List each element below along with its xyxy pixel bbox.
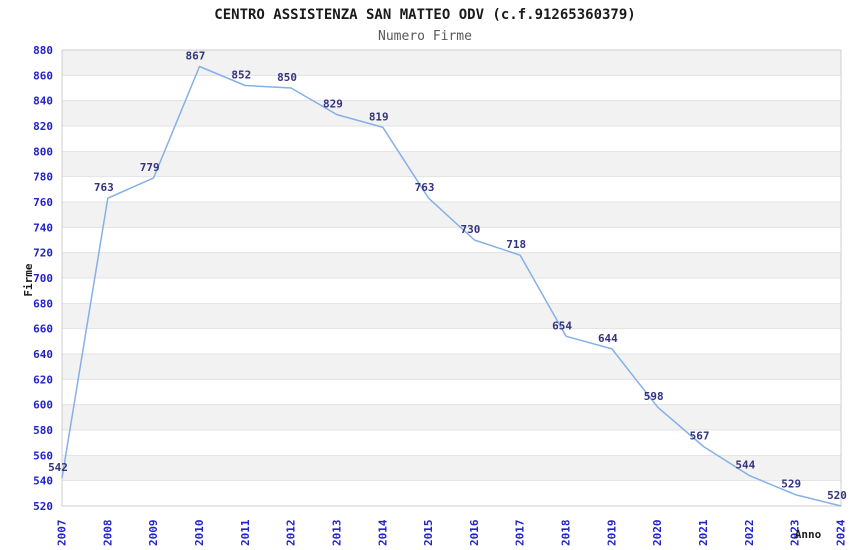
y-tick-label: 680 (33, 297, 53, 310)
x-axis-title: Anno (795, 528, 822, 541)
x-tick-label: 2011 (239, 519, 252, 546)
y-tick-label: 720 (33, 247, 53, 260)
x-tick-label: 2013 (330, 520, 343, 547)
series-line (61, 65, 842, 507)
x-tick-label: 2015 (422, 520, 435, 547)
y-tick-label: 840 (33, 95, 53, 108)
grid-band (62, 455, 841, 481)
chart-title: CENTRO ASSISTENZA SAN MATTEO ODV (c.f.91… (214, 7, 635, 23)
x-tick-label: 2010 (193, 520, 206, 547)
y-tick-label: 520 (33, 500, 53, 513)
x-tick-label: 2007 (56, 520, 69, 547)
x-tick-label: 2022 (743, 520, 756, 547)
x-tick-label: 2019 (605, 520, 618, 547)
grid-band (62, 303, 841, 329)
data-label: 654 (552, 319, 572, 332)
data-label: 544 (735, 459, 755, 472)
data-label: 850 (277, 71, 297, 84)
x-tick-label: 2009 (147, 520, 160, 547)
x-tick-label: 2017 (514, 520, 527, 547)
y-tick-label: 780 (33, 171, 53, 184)
x-tick-label: 2016 (468, 519, 481, 546)
x-tick-label: 2014 (376, 519, 389, 546)
y-tick-label: 620 (33, 373, 53, 386)
data-label: 644 (598, 332, 618, 345)
y-tick-label: 660 (33, 323, 53, 336)
y-tick-label: 700 (33, 272, 53, 285)
data-label: 520 (827, 489, 847, 502)
data-label: 542 (48, 461, 68, 474)
y-tick-label: 540 (33, 475, 53, 488)
plot-area: 520 540 560 580 600 620 640 660 680 700 720 740 760 7… (33, 44, 847, 546)
grid-band (62, 202, 841, 228)
y-tick-label: 740 (33, 221, 53, 234)
y-tick-label: 600 (33, 399, 53, 412)
grid-band (62, 354, 841, 380)
data-label: 829 (323, 98, 343, 111)
data-label: 852 (231, 68, 251, 81)
grid-band (62, 100, 841, 126)
chart-subtitle: Numero Firme (378, 29, 472, 44)
data-label: 779 (140, 161, 160, 174)
x-tick-label: 2021 (697, 519, 710, 546)
x-tick-label: 2012 (285, 520, 298, 547)
data-label: 718 (506, 238, 526, 251)
grid-band (62, 252, 841, 278)
plot-border (61, 49, 842, 507)
data-label: 529 (781, 478, 801, 491)
x-tick-label: 2020 (651, 520, 664, 547)
y-tick-label: 640 (33, 348, 53, 361)
y-tick-label: 860 (33, 69, 53, 82)
data-label: 867 (186, 49, 206, 62)
y-axis-title: Firme (22, 263, 35, 296)
y-tick-label: 820 (33, 120, 53, 133)
y-tick-label: 800 (33, 145, 53, 158)
data-label: 730 (460, 223, 480, 236)
data-label: 763 (415, 181, 435, 194)
y-tick-label: 760 (33, 196, 53, 209)
y-tick-label: 580 (33, 424, 53, 437)
data-label: 819 (369, 110, 389, 123)
x-tick-label: 2024 (835, 519, 848, 546)
data-label: 763 (94, 181, 114, 194)
x-tick-label: 2018 (560, 520, 573, 547)
data-label: 567 (690, 429, 710, 442)
grid-band (62, 50, 841, 76)
grid-band (62, 151, 841, 177)
grid-band (62, 404, 841, 430)
data-label: 598 (644, 390, 664, 403)
y-tick-label: 560 (33, 449, 53, 462)
x-tick-label: 2023 (789, 520, 802, 547)
x-tick-label: 2008 (101, 520, 114, 547)
y-tick-label: 880 (33, 44, 53, 57)
